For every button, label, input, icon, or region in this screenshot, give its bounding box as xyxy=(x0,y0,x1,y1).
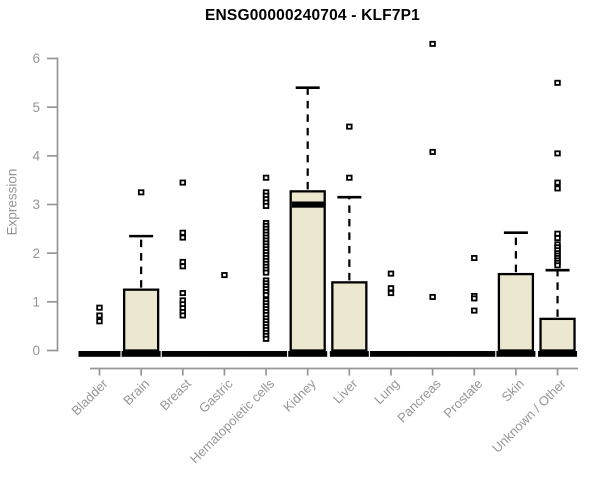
zero-box xyxy=(453,351,496,357)
y-tick-label: 1 xyxy=(32,295,40,310)
zero-box xyxy=(161,351,204,357)
y-tick-label: 0 xyxy=(32,343,40,358)
outlier-point xyxy=(554,179,561,186)
box-bottom-band xyxy=(329,351,369,357)
zero-box xyxy=(245,351,288,357)
outlier-point xyxy=(96,318,103,325)
box-bottom-band xyxy=(538,351,578,357)
x-category-label: Skin xyxy=(499,376,527,404)
zero-box xyxy=(411,351,454,357)
outlier-point xyxy=(179,179,186,186)
box-10 xyxy=(497,272,535,352)
x-category-label: Unknown / Other xyxy=(489,376,569,456)
outlier-point xyxy=(96,312,103,319)
outlier-point xyxy=(471,307,478,314)
outlier-point xyxy=(554,150,561,157)
box-1 xyxy=(122,288,160,352)
zero-box xyxy=(369,351,412,357)
outlier-point xyxy=(179,263,186,270)
outlier-point xyxy=(471,295,478,302)
outlier-point xyxy=(179,312,186,319)
y-tick-label: 6 xyxy=(32,51,40,66)
x-category-label: Kidney xyxy=(280,376,319,415)
chart-title: ENSG00000240704 - KLF7P1 xyxy=(204,7,421,24)
outlier-point xyxy=(429,148,436,155)
box-5 xyxy=(289,190,326,352)
outlier-point xyxy=(137,189,145,196)
outlier-point xyxy=(554,235,561,242)
y-tick-label: 2 xyxy=(32,246,40,261)
x-category-label: Breast xyxy=(157,376,194,413)
outlier-point xyxy=(262,269,270,276)
outlier-point xyxy=(346,174,353,181)
outlier-point xyxy=(429,293,436,300)
outlier-point xyxy=(262,335,270,342)
y-tick-label: 4 xyxy=(32,149,40,164)
outlier-point xyxy=(346,123,353,130)
y-tick-label: 5 xyxy=(32,100,40,115)
box-6 xyxy=(331,281,368,352)
x-category-label: Prostate xyxy=(441,376,486,421)
outlier-point xyxy=(96,304,103,311)
outlier-point xyxy=(387,270,395,277)
outlier-point xyxy=(221,272,228,279)
x-category-label: Pancreas xyxy=(394,376,444,426)
box-bottom-band xyxy=(496,351,536,357)
zero-box xyxy=(203,351,246,357)
outlier-point xyxy=(179,229,186,236)
outlier-point xyxy=(554,185,561,192)
x-category-label: Liver xyxy=(330,376,361,407)
x-category-label: Lung xyxy=(371,376,402,407)
outlier-point xyxy=(387,290,395,297)
zero-box xyxy=(78,351,121,357)
y-tick-label: 3 xyxy=(32,197,40,212)
x-category-label: Gastric xyxy=(196,376,236,416)
box-11 xyxy=(539,317,576,352)
outlier-point xyxy=(429,40,436,47)
median-line xyxy=(291,201,324,208)
outlier-point xyxy=(471,255,478,262)
box-bottom-band xyxy=(121,351,161,357)
outlier-point xyxy=(262,202,270,209)
outlier-point xyxy=(179,234,186,241)
x-category-label: Brain xyxy=(120,376,152,408)
outlier-point xyxy=(554,262,561,269)
outlier-point xyxy=(262,174,270,181)
box-bottom-band xyxy=(288,351,328,357)
outlier-point xyxy=(179,290,186,297)
outlier-point xyxy=(554,79,561,86)
outlier-point xyxy=(387,285,395,292)
outlier-point xyxy=(262,292,270,299)
x-category-label: Bladder xyxy=(68,376,111,419)
